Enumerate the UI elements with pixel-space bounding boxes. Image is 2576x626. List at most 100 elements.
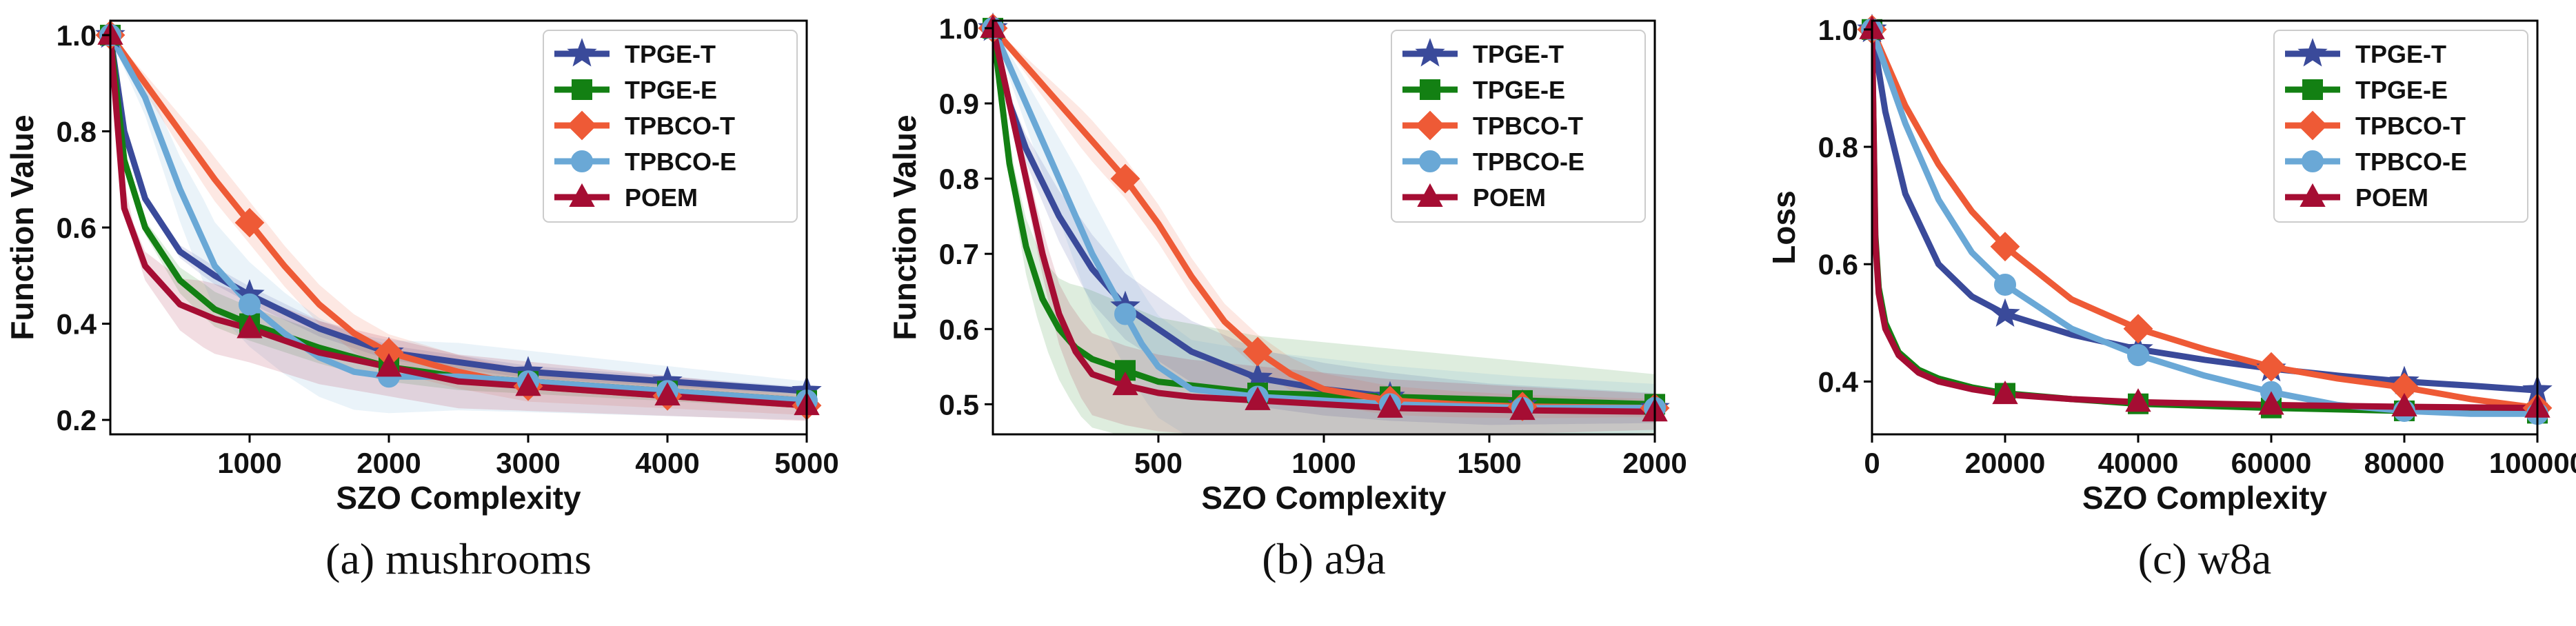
legend-item-tpbco-t: TPBCO-T <box>554 110 735 141</box>
legend-marker-tpbco-e <box>1419 150 1441 172</box>
band-poem <box>110 33 807 421</box>
legend-item-tpge-e: TPGE-E <box>2285 76 2448 104</box>
legend-item-poem: POEM <box>1402 183 1546 212</box>
legend-label: TPGE-E <box>2355 76 2448 104</box>
legend-marker-poem <box>1417 183 1443 207</box>
series-line-poem <box>993 25 1655 415</box>
x-tick-label: 500 <box>1134 447 1183 479</box>
legend-marker-tpbco-t <box>567 110 597 141</box>
panel-caption: (c) w8a <box>2138 534 2272 583</box>
legend-marker-tpge-e <box>572 79 592 100</box>
legend-label: TPBCO-E <box>1473 148 1584 176</box>
legend: TPGE-T TPGE-E TPBCO-T TPBCO-E POEM <box>543 30 798 223</box>
y-tick-label: 0.6 <box>57 212 97 244</box>
marker-tpbco-t <box>2256 352 2286 382</box>
legend-label: TPGE-T <box>2355 40 2446 68</box>
legend: TPGE-T TPGE-E TPBCO-T TPBCO-E POEM <box>2273 30 2528 223</box>
x-tick-label: 0 <box>1864 447 1880 479</box>
marker-poem <box>2391 392 2417 416</box>
y-tick-label: 1.0 <box>939 12 979 45</box>
x-tick-label: 40000 <box>2098 447 2179 479</box>
legend: TPGE-T TPGE-E TPBCO-T TPBCO-E POEM <box>1391 30 1646 223</box>
marker-tpbco-e <box>1994 273 2016 296</box>
panel-caption: (b) a9a <box>1262 534 1385 583</box>
legend-item-tpge-t: TPGE-T <box>2285 38 2446 68</box>
marker-tpbco-e <box>2127 344 2149 367</box>
marker-poem <box>2125 388 2151 412</box>
legend-label: TPGE-T <box>1473 40 1564 68</box>
legend-item-tpbco-e: TPBCO-E <box>554 148 736 176</box>
series-line-poem <box>1872 26 2537 412</box>
legend-item-tpbco-t: TPBCO-T <box>2285 110 2466 141</box>
legend-label: TPGE-T <box>625 40 716 68</box>
x-tick-label: 20000 <box>1965 447 2046 479</box>
band-tpge-t <box>110 34 807 395</box>
x-tick-label: 4000 <box>635 447 699 479</box>
marker-poem <box>1992 381 2018 405</box>
markers <box>978 12 1670 423</box>
x-axis-label: SZO Complexity <box>1201 480 1447 516</box>
x-tick-label: 2000 <box>356 447 421 479</box>
legend-marker-tpge-e <box>1420 79 1440 100</box>
marker-poem <box>1377 394 1403 418</box>
y-axis-label: Function Value <box>887 114 923 340</box>
legend-box <box>2273 30 2528 223</box>
legend-marker-tpbco-t <box>2297 110 2328 141</box>
legend-label: TPBCO-E <box>625 148 736 176</box>
marker-tpbco-t <box>1110 163 1140 194</box>
legend-label: TPGE-E <box>625 76 717 104</box>
legend-marker-tpge-t <box>1415 38 1445 67</box>
legend-marker-poem <box>569 183 595 207</box>
x-tick-label: 1000 <box>1291 447 1356 479</box>
marker-tpbco-e <box>239 293 261 316</box>
x-axis-label: SZO Complexity <box>2082 480 2328 516</box>
chart-panel-1: 1000 2000 3000 4000 5000 0.2 0.4 0.6 0.8 1.0 SZO C… <box>4 19 839 583</box>
legend-marker-tpbco-t <box>1415 110 1445 141</box>
legend-marker-poem <box>2300 183 2326 207</box>
y-tick-label: 0.4 <box>57 308 97 341</box>
markers <box>1857 13 2553 425</box>
axes-frame <box>1871 19 2539 436</box>
series-line-tpge-t <box>110 32 807 394</box>
legend-label: TPGE-E <box>1473 76 1565 104</box>
legend-marker-tpbco-e <box>2302 150 2324 172</box>
y-tick-label: 0.6 <box>939 313 979 345</box>
marker-poem <box>2258 391 2284 415</box>
legend-item-tpge-t: TPGE-T <box>554 38 716 68</box>
legend-label: TPBCO-T <box>1473 112 1583 140</box>
legend-label: POEM <box>1473 183 1546 212</box>
marker-tpbco-t <box>234 208 265 238</box>
panel-caption: (a) mushrooms <box>325 534 592 583</box>
legend-box <box>543 30 798 223</box>
series-line-tpbco-e <box>110 32 807 404</box>
marker-poem <box>515 372 541 396</box>
x-axis-label: SZO Complexity <box>336 480 581 516</box>
marker-poem <box>1245 386 1271 410</box>
x-tick-label: 2000 <box>1622 447 1687 479</box>
y-tick-label: 0.8 <box>1818 131 1858 163</box>
legend-marker-tpbco-e <box>571 150 593 172</box>
x-tick-label: 60000 <box>2231 447 2312 479</box>
y-tick-label: 0.9 <box>939 88 979 120</box>
marker-poem <box>654 382 681 406</box>
legend-label: POEM <box>625 183 698 212</box>
legend-item-tpbco-e: TPBCO-E <box>2285 148 2467 176</box>
legend-item-poem: POEM <box>2285 183 2428 212</box>
legend-item-tpbco-t: TPBCO-T <box>1402 110 1583 141</box>
marker-tpge-t <box>1990 298 2020 327</box>
legend-label: TPBCO-T <box>2355 112 2466 140</box>
marker-poem <box>237 314 263 339</box>
y-tick-label: 0.5 <box>939 388 979 421</box>
y-tick-label: 1.0 <box>57 19 97 52</box>
legend-item-tpge-t: TPGE-T <box>1402 38 1564 68</box>
band-tpbco-e <box>110 32 807 421</box>
marker-poem <box>1509 396 1536 421</box>
marker-tpbco-e <box>1114 303 1136 325</box>
series-line-tpbco-e <box>993 25 1655 412</box>
legend-item-tpge-e: TPGE-E <box>1402 76 1565 104</box>
y-tick-label: 0.7 <box>939 238 979 270</box>
y-tick-label: 0.4 <box>1818 365 1859 398</box>
